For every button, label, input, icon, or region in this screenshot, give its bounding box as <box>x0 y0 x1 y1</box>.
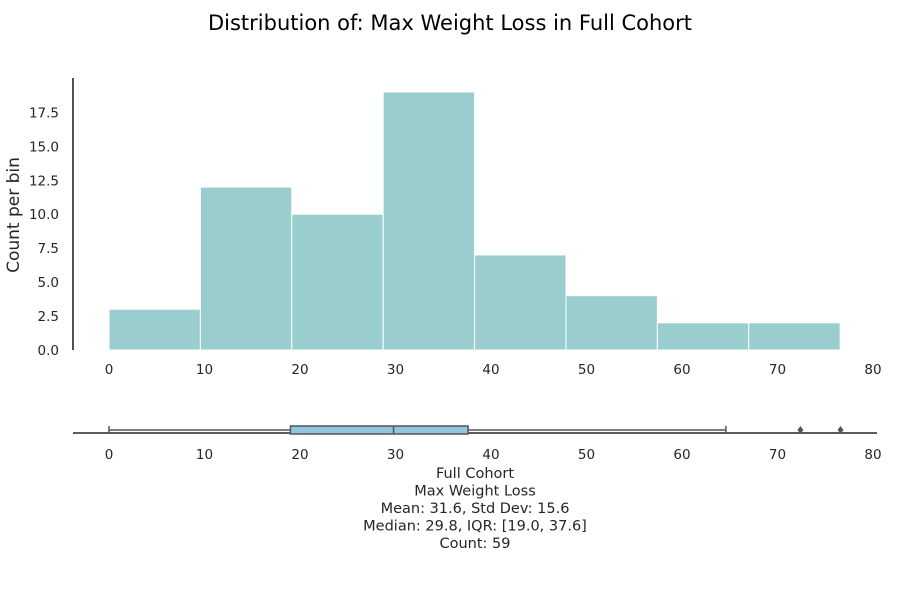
x-tick-label: 80 <box>864 447 881 463</box>
x-tick-label: 40 <box>482 447 499 463</box>
x-tick-label: 60 <box>673 362 690 378</box>
x-tick-label: 50 <box>578 362 595 378</box>
histogram-bar <box>382 91 476 351</box>
y-tick-label: 15.0 <box>29 139 59 155</box>
histogram-bar <box>108 308 201 351</box>
x-tick-label: 10 <box>196 362 213 378</box>
x-tick-label: 80 <box>864 362 881 378</box>
outlier-point <box>797 426 804 434</box>
x-tick-label: 0 <box>105 447 114 463</box>
histogram-bar <box>656 322 750 351</box>
summary-line: Max Weight Loss <box>414 484 536 500</box>
histogram-panel: 0.0 2.5 5.0 7.5 10.0 12.5 15.0 17.5 0 10 20 30 40 50 6… <box>4 78 882 378</box>
summary-line: Median: 29.8, IQR: [19.0, 37.6] <box>363 519 587 535</box>
histogram-bar <box>291 213 384 351</box>
x-tick-label: 70 <box>769 447 786 463</box>
x-tick-label: 70 <box>769 362 786 378</box>
x-tick-label: 10 <box>196 447 213 463</box>
x-tick-label: 0 <box>105 362 114 378</box>
histogram-bar <box>199 186 293 351</box>
x-tick-label: 40 <box>482 362 499 378</box>
y-tick-label: 2.5 <box>38 309 59 325</box>
x-tick-label: 30 <box>387 362 404 378</box>
histogram-bar <box>565 295 658 351</box>
y-tick-label: 10.0 <box>29 207 59 223</box>
summary-line: Count: 59 <box>439 536 510 552</box>
iqr-box <box>289 425 469 435</box>
y-axis-label: Count per bin <box>4 157 24 273</box>
boxplot-panel: 0 10 20 30 40 50 60 70 80 Full Cohort Max Weight L… <box>73 425 882 552</box>
histogram-bar <box>748 322 841 351</box>
y-tick-label: 17.5 <box>29 105 59 121</box>
outlier-point <box>837 426 844 434</box>
x-tick-label: 20 <box>291 447 308 463</box>
y-tick-label: 5.0 <box>38 275 59 291</box>
x-tick-label: 20 <box>291 362 308 378</box>
histogram-bar <box>474 254 567 351</box>
y-tick-label: 12.5 <box>29 173 59 189</box>
summary-line: Full Cohort <box>436 466 514 482</box>
x-tick-label: 50 <box>578 447 595 463</box>
x-tick-label: 60 <box>673 447 690 463</box>
y-tick-label: 7.5 <box>38 241 59 257</box>
chart-title: Distribution of: Max Weight Loss in Full… <box>208 11 692 35</box>
x-tick-label: 30 <box>387 447 404 463</box>
summary-line: Mean: 31.6, Std Dev: 15.6 <box>381 501 570 517</box>
y-tick-label: 0.0 <box>38 343 59 359</box>
